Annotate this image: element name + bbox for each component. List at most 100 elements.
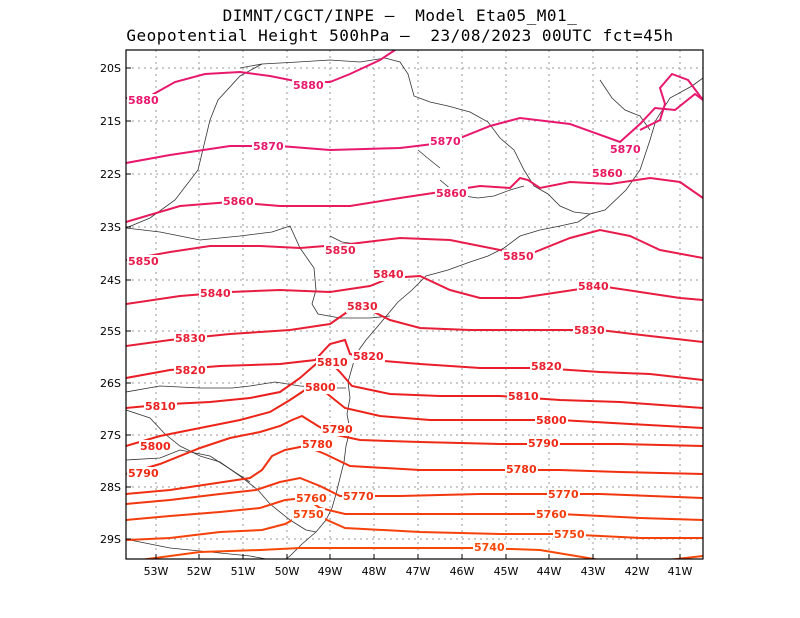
contour-5850 [126,228,703,261]
lon-label: 49W [318,565,343,578]
lon-label: 42W [625,565,650,578]
contour-label: 5850 [325,244,356,257]
contour-5810 [126,360,703,409]
lon-label: 48W [362,565,387,578]
map-title-line2: Geopotential Height 500hPa – 23/08/2023 … [126,26,674,45]
lat-label: 25S [100,325,121,338]
contour-label: 5810 [508,390,539,403]
contour-label-halo [609,143,642,156]
lat-label: 21S [100,115,121,128]
lat-label: 24S [100,274,121,287]
lat-label: 23S [100,221,121,234]
contour-label-halo [321,423,354,436]
contour-label: 5830 [347,300,378,313]
contour-label: 5880 [128,94,159,107]
contour-label-halo [473,541,506,554]
contour-label: 5820 [175,364,206,377]
contour-label: 5750 [554,528,585,541]
contour-label-halo [530,360,563,373]
contour-label-halo [174,332,207,345]
contour-5800 [126,386,703,447]
contour-5880-east [639,72,703,131]
contour-label-halo [139,440,172,453]
lon-label: 41W [668,565,693,578]
contour-label-halo [144,400,177,413]
contour-label: 5870 [253,140,284,153]
lon-label: 51W [231,565,256,578]
contour-label: 5820 [353,350,384,363]
contour-label: 5750 [293,508,324,521]
contour-5840 [126,274,703,305]
contour-5860 [126,176,703,223]
map-title-line1: DIMNT/CGCT/INPE – Model Eta05_M01_ [222,6,578,25]
contour-label: 5780 [506,463,537,476]
contour-label-halo [174,364,207,377]
contour-label-halo [352,350,385,363]
contour-label: 5790 [528,437,559,450]
longitude-labels: 53W 52W 51W 50W 49W 48W 47W 46W 45W 44W … [144,565,693,578]
contour-label: 5790 [128,467,159,480]
contour-label: 5880 [293,79,324,92]
lon-label: 50W [275,565,300,578]
contour-label: 5800 [305,381,336,394]
contour-label-halo [301,438,334,451]
contour-label-halo [346,300,379,313]
contour-label: 5850 [128,255,159,268]
contour-label-halo [127,467,160,480]
contour-label: 5850 [503,250,534,263]
lat-label: 29S [100,533,121,546]
contour-labels: 5880 5880 5870 5870 5870 5860 5860 5860 … [127,79,642,554]
contour-label-halo [429,135,462,148]
contour-5740 [139,547,703,559]
contour-label-halo [252,140,285,153]
height-contours [126,50,703,559]
contour-label-halo [127,94,160,107]
contour-label: 5810 [317,356,348,369]
lat-label: 28S [100,481,121,494]
contour-label: 5820 [531,360,562,373]
contour-label-halo [222,195,255,208]
lat-label: 22S [100,168,121,181]
gridlines [126,50,703,559]
contour-label: 5860 [436,187,467,200]
contour-label: 5860 [592,167,623,180]
map-frame [125,49,704,560]
contour-label: 5760 [536,508,567,521]
contour-label-halo [591,167,624,180]
contour-label: 5770 [548,488,579,501]
lat-label: 27S [100,429,121,442]
contour-label-halo [127,255,160,268]
contour-5760 [126,496,703,521]
contour-label-halo [535,508,568,521]
contour-label: 5830 [175,332,206,345]
contour-label-halo [372,268,405,281]
contour-label: 5840 [578,280,609,293]
contour-label: 5840 [373,268,404,281]
contour-label-halo [547,488,580,501]
contour-label: 5770 [343,490,374,503]
contour-label-halo [535,414,568,427]
contour-5820 [126,338,703,381]
contour-label-halo [435,187,468,200]
latitude-labels: 20S 21S 22S 23S 24S 25S 26S 27S 28S 29S [100,62,121,546]
coastline-and-borders [126,57,703,559]
contour-label-halo [292,508,325,521]
contour-label: 5790 [322,423,353,436]
contour-label: 5860 [223,195,254,208]
lon-label: 52W [187,565,212,578]
contour-label-halo [505,463,538,476]
contour-label: 5800 [140,440,171,453]
lon-label: 53W [144,565,169,578]
contour-label: 5760 [296,492,327,505]
lon-label: 47W [406,565,431,578]
contour-5770 [126,476,703,505]
contour-5750 [126,515,703,541]
lon-label: 43W [581,565,606,578]
contour-label-halo [199,287,232,300]
contour-label-halo [507,390,540,403]
contour-label: 5800 [536,414,567,427]
contour-label-halo [573,324,606,337]
contour-label-halo [292,79,325,92]
contour-label-halo [324,244,357,257]
